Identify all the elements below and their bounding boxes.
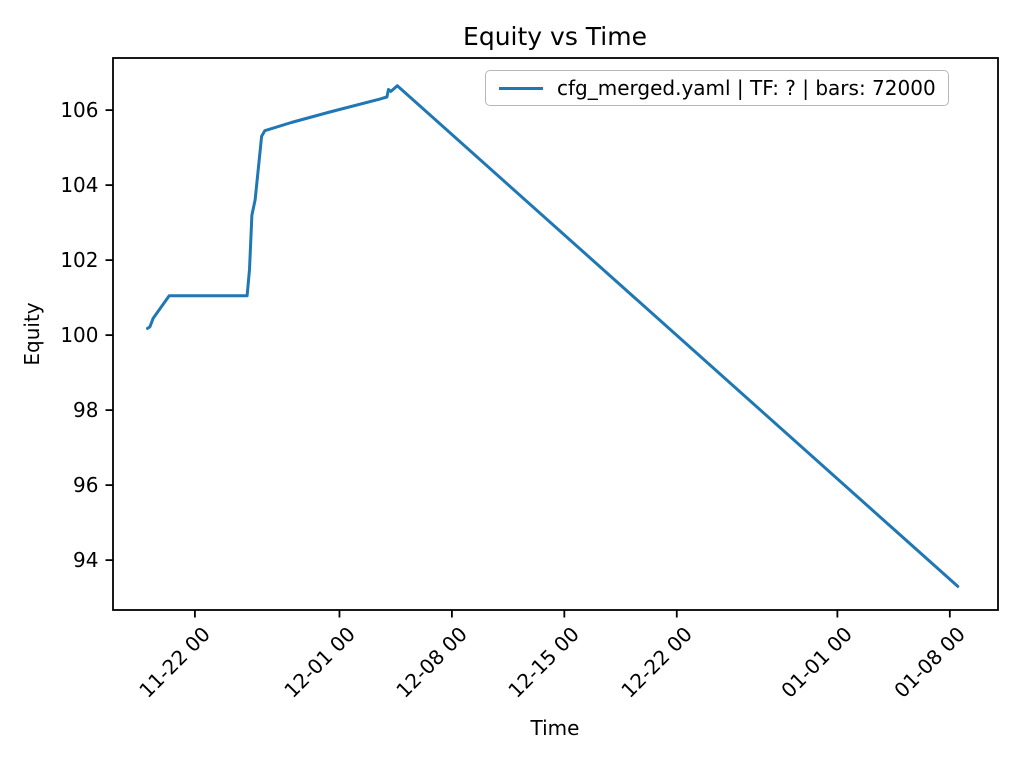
tick-marks: [105, 109, 951, 618]
axes-spines: [112, 57, 999, 611]
legend: cfg_merged.yaml | TF: ? | bars: 72000: [485, 70, 949, 106]
chart-title: Equity vs Time: [463, 22, 647, 51]
legend-line-sample: [499, 86, 543, 90]
y-tick-label: 98: [73, 398, 99, 423]
y-tick-label: 100: [60, 323, 99, 348]
y-tick-label: 102: [60, 248, 99, 273]
y-tick-label: 104: [60, 173, 99, 198]
legend-label: cfg_merged.yaml | TF: ? | bars: 72000: [557, 76, 936, 100]
y-tick-label: 106: [60, 98, 99, 123]
equity-line: [146, 84, 960, 588]
y-axis-label: Equity: [20, 302, 44, 366]
x-axis-label: Time: [530, 716, 580, 740]
y-tick-label: 96: [73, 473, 99, 498]
y-tick-label: 94: [73, 548, 99, 573]
